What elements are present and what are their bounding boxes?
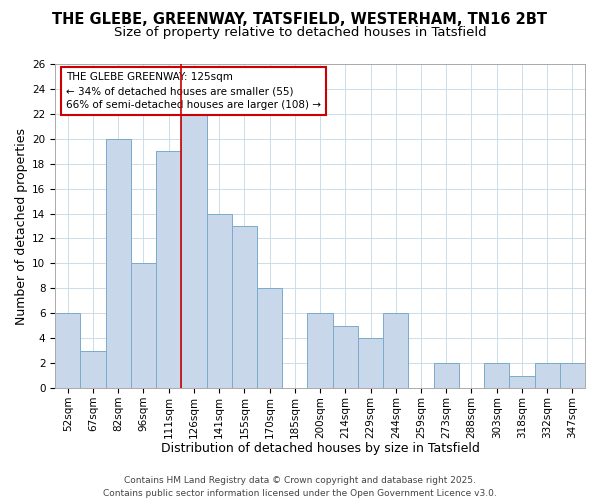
Bar	[332, 326, 358, 388]
Bar	[509, 376, 535, 388]
Text: THE GLEBE GREENWAY: 125sqm
← 34% of detached houses are smaller (55)
66% of semi: THE GLEBE GREENWAY: 125sqm ← 34% of deta…	[66, 72, 321, 110]
Bar	[156, 151, 181, 388]
X-axis label: Distribution of detached houses by size in Tatsfield: Distribution of detached houses by size …	[161, 442, 479, 455]
Bar	[383, 314, 409, 388]
Bar	[434, 363, 459, 388]
Bar	[232, 226, 257, 388]
Y-axis label: Number of detached properties: Number of detached properties	[15, 128, 28, 324]
Text: Contains HM Land Registry data © Crown copyright and database right 2025.
Contai: Contains HM Land Registry data © Crown c…	[103, 476, 497, 498]
Bar	[257, 288, 282, 388]
Text: THE GLEBE, GREENWAY, TATSFIELD, WESTERHAM, TN16 2BT: THE GLEBE, GREENWAY, TATSFIELD, WESTERHA…	[53, 12, 548, 28]
Text: Size of property relative to detached houses in Tatsfield: Size of property relative to detached ho…	[113, 26, 487, 39]
Bar	[535, 363, 560, 388]
Bar	[307, 314, 332, 388]
Bar	[206, 214, 232, 388]
Bar	[181, 114, 206, 388]
Bar	[560, 363, 585, 388]
Bar	[55, 314, 80, 388]
Bar	[106, 139, 131, 388]
Bar	[131, 264, 156, 388]
Bar	[358, 338, 383, 388]
Bar	[484, 363, 509, 388]
Bar	[80, 350, 106, 388]
